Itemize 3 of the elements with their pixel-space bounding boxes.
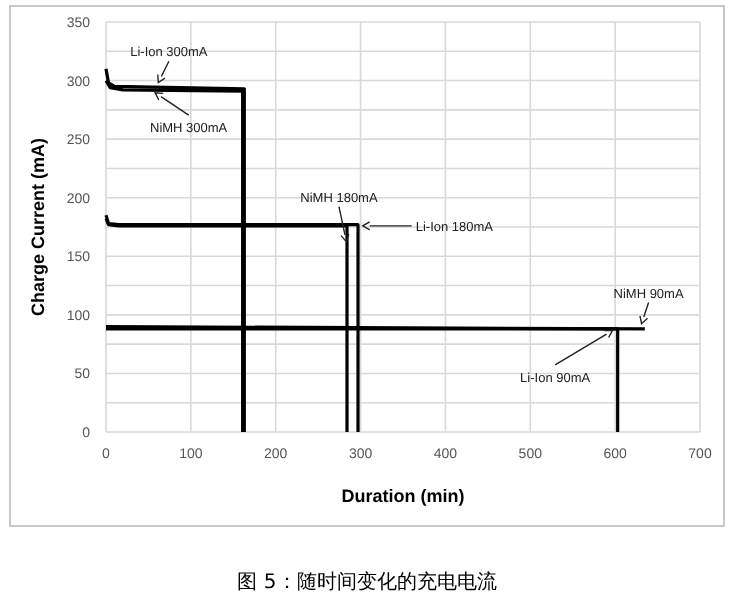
caption: 图 5：随时间变化的充电电流 (237, 570, 497, 594)
y-axis-title: Charge Current (mA) (28, 137, 48, 317)
x-axis-title: Duration (min) (341, 486, 465, 506)
